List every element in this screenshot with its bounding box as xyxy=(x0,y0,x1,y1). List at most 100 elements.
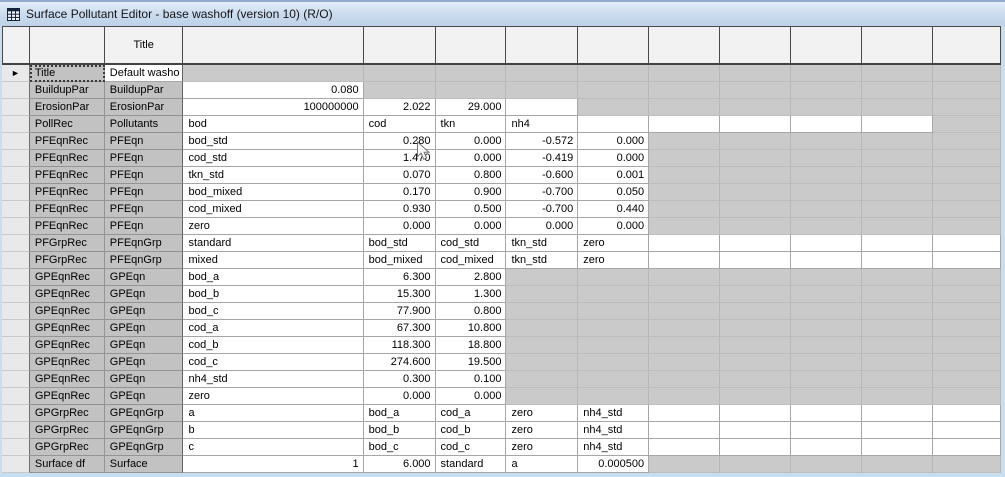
grid-cell[interactable]: 0.000 xyxy=(435,218,507,235)
grid-cell[interactable]: PFEqnGrp xyxy=(104,235,184,252)
grid-cell[interactable]: PFEqn xyxy=(104,218,184,235)
grid-cell[interactable] xyxy=(719,456,792,473)
grid-cell[interactable]: PFEqnRec xyxy=(29,167,105,184)
grid-cell[interactable] xyxy=(861,337,934,354)
grid-cell[interactable]: 0.440 xyxy=(578,201,650,218)
grid-cell[interactable]: 0.000 xyxy=(506,218,579,235)
row-selector[interactable] xyxy=(2,82,30,99)
grid-cell[interactable]: bod_c xyxy=(183,303,364,320)
grid-cell[interactable] xyxy=(861,218,934,235)
grid-cell[interactable] xyxy=(933,218,1001,235)
grid-cell[interactable] xyxy=(791,405,862,422)
column-header[interactable] xyxy=(435,26,507,65)
grid-cell[interactable]: zero xyxy=(506,439,579,456)
grid-cell[interactable]: 10.800 xyxy=(435,320,507,337)
grid-cell[interactable]: GPEqn xyxy=(104,337,184,354)
grid-cell[interactable] xyxy=(861,235,934,252)
row-selector[interactable] xyxy=(2,167,30,184)
grid-cell[interactable]: PFEqn xyxy=(104,150,184,167)
grid-cell[interactable]: PFEqn xyxy=(104,201,184,218)
grid-cell[interactable] xyxy=(933,388,1001,405)
grid-cell[interactable]: 0.900 xyxy=(435,184,507,201)
grid-cell[interactable]: bod xyxy=(183,116,364,133)
grid-cell[interactable] xyxy=(719,405,792,422)
grid-cell[interactable]: PFEqnRec xyxy=(29,218,105,235)
grid-cell[interactable] xyxy=(578,82,650,99)
grid-cell[interactable] xyxy=(861,439,934,456)
grid-cell[interactable]: bod_mixed xyxy=(183,184,364,201)
grid-cell[interactable] xyxy=(719,82,792,99)
grid-cell[interactable] xyxy=(861,201,934,218)
grid-cell[interactable] xyxy=(861,167,934,184)
grid-cell[interactable]: cod_std xyxy=(435,235,507,252)
select-all-corner[interactable] xyxy=(2,26,30,65)
grid-cell[interactable]: GPEqn xyxy=(104,388,184,405)
grid-cell[interactable]: ErosionPar xyxy=(104,99,184,116)
row-selector[interactable] xyxy=(2,286,30,303)
grid-cell[interactable] xyxy=(578,320,650,337)
column-header-title[interactable]: Title xyxy=(104,26,184,65)
grid-cell[interactable]: 0.000 xyxy=(578,150,650,167)
grid-cell[interactable]: cod_mixed xyxy=(435,252,507,269)
grid-cell[interactable] xyxy=(578,303,650,320)
column-header[interactable] xyxy=(506,26,579,65)
grid-cell[interactable] xyxy=(933,337,1001,354)
grid-cell[interactable] xyxy=(578,388,650,405)
grid-cell[interactable] xyxy=(861,116,934,133)
row-selector[interactable] xyxy=(2,133,30,150)
grid-cell[interactable]: cod_mixed xyxy=(183,201,364,218)
grid-cell[interactable]: PFEqnRec xyxy=(29,184,105,201)
grid-cell[interactable]: bod_a xyxy=(363,405,436,422)
grid-cell[interactable]: zero xyxy=(506,405,579,422)
grid-cell[interactable] xyxy=(791,252,862,269)
grid-cell[interactable] xyxy=(791,167,862,184)
grid-cell[interactable]: GPEqnRec xyxy=(29,286,105,303)
grid-cell[interactable] xyxy=(649,371,720,388)
grid-cell[interactable] xyxy=(719,150,792,167)
grid-cell[interactable] xyxy=(791,269,862,286)
grid-cell[interactable]: mixed xyxy=(183,252,364,269)
grid-cell[interactable] xyxy=(933,320,1001,337)
grid-cell[interactable]: 0.930 xyxy=(363,201,436,218)
grid-cell[interactable]: GPEqnRec xyxy=(29,354,105,371)
grid-cell[interactable]: GPEqn xyxy=(104,286,184,303)
grid-cell[interactable]: 0.000 xyxy=(363,388,436,405)
grid-cell[interactable] xyxy=(649,252,720,269)
grid-cell[interactable]: PFEqnRec xyxy=(29,150,105,167)
grid-cell[interactable] xyxy=(861,456,934,473)
grid-cell[interactable]: 0.300 xyxy=(363,371,436,388)
grid-cell[interactable]: PFGrpRec xyxy=(29,252,105,269)
row-selector[interactable] xyxy=(2,218,30,235)
grid-cell[interactable]: 0.000 xyxy=(435,150,507,167)
grid-cell[interactable]: PFEqn xyxy=(104,167,184,184)
row-selector[interactable] xyxy=(2,99,30,116)
grid-cell[interactable] xyxy=(933,371,1001,388)
grid-cell[interactable] xyxy=(578,116,650,133)
grid-cell[interactable] xyxy=(933,439,1001,456)
grid-cell[interactable] xyxy=(719,167,792,184)
grid-cell[interactable]: GPEqnGrp xyxy=(104,405,184,422)
grid-cell[interactable] xyxy=(791,388,862,405)
grid-cell[interactable] xyxy=(933,133,1001,150)
grid-cell[interactable]: bod_c xyxy=(363,439,436,456)
grid-cell[interactable] xyxy=(506,371,579,388)
grid-cell[interactable] xyxy=(506,286,579,303)
grid-cell[interactable] xyxy=(719,371,792,388)
grid-cell[interactable] xyxy=(861,422,934,439)
grid-cell[interactable]: GPEqnRec xyxy=(29,371,105,388)
grid-cell[interactable] xyxy=(861,133,934,150)
grid-cell[interactable]: cod_a xyxy=(183,320,364,337)
grid-cell[interactable] xyxy=(183,65,364,82)
grid-cell[interactable] xyxy=(506,388,579,405)
grid-cell[interactable] xyxy=(363,65,436,82)
grid-cell[interactable] xyxy=(649,337,720,354)
grid-cell[interactable] xyxy=(791,116,862,133)
grid-cell[interactable] xyxy=(649,201,720,218)
grid-cell[interactable] xyxy=(861,252,934,269)
grid-cell[interactable]: 0.000 xyxy=(578,218,650,235)
grid-cell[interactable] xyxy=(649,65,720,82)
row-selector[interactable] xyxy=(2,456,30,473)
grid-cell[interactable]: 0.070 xyxy=(363,167,436,184)
grid-cell[interactable]: cod_a xyxy=(435,405,507,422)
grid-cell[interactable] xyxy=(649,456,720,473)
